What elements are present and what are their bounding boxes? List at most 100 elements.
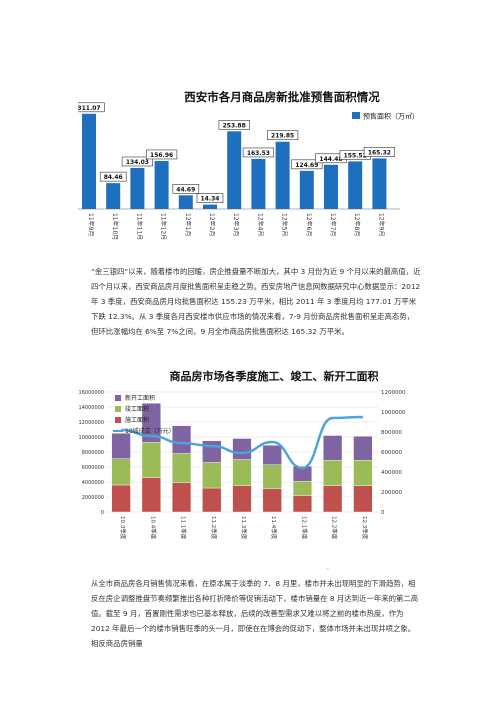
presale-bar bbox=[227, 131, 242, 209]
x-tick-label: 12.1季度 bbox=[300, 516, 308, 540]
y-tick-label: 4000000 bbox=[82, 480, 104, 486]
presale-x-tick-label: 12年1月 bbox=[184, 213, 192, 236]
stacked-bar-segment bbox=[141, 442, 161, 478]
stacked-bar-segment bbox=[323, 435, 343, 461]
presale-data-label-box bbox=[172, 184, 200, 194]
stacked-bar-segment bbox=[323, 485, 343, 513]
y-tick-label: 16000000 bbox=[79, 390, 104, 396]
presale-data-label-box bbox=[218, 119, 250, 130]
presale-data-label: 144.48 bbox=[319, 156, 342, 163]
stacked-bar-segment bbox=[202, 440, 222, 463]
stacked-bar-segment bbox=[353, 485, 373, 513]
stacked-bar-segment bbox=[292, 466, 313, 482]
presale-data-label-box bbox=[267, 130, 299, 141]
presale-x-tick-label: 12年5月 bbox=[281, 213, 289, 236]
legend-label: 施工面积 bbox=[125, 416, 149, 424]
stacked-bar-segment bbox=[232, 438, 252, 460]
presale-bar bbox=[299, 170, 314, 209]
presale-data-label: 163.53 bbox=[247, 150, 270, 157]
y-tick-label: 8000000 bbox=[82, 450, 104, 456]
page-marker: · bbox=[327, 566, 329, 573]
presale-x-tick-label: 12年4月 bbox=[256, 213, 264, 236]
paragraph-presale-analysis: “金三银四”以来，随着楼市的回暖，房企推盘量不断加大，其中 3 月份为近 9 个… bbox=[91, 267, 421, 336]
presale-legend-label: 预售面积（万㎡） bbox=[363, 112, 418, 121]
construction-chart-title: 商品房市场各季度施工、竣工、新开工面积 bbox=[170, 369, 379, 383]
stacked-bar-segment bbox=[292, 495, 313, 513]
presale-bar bbox=[154, 160, 169, 209]
presale-bar bbox=[130, 167, 145, 209]
legend-swatch bbox=[115, 395, 121, 401]
presale-bar bbox=[82, 113, 96, 209]
y-tick-label: 12000000 bbox=[79, 420, 104, 426]
construction-area-chart-svg: 商品房市场各季度施工、竣工、新开工面积 02000000400000060000… bbox=[78, 364, 418, 570]
stacked-bar-segment bbox=[111, 433, 131, 459]
presale-bar bbox=[106, 183, 121, 209]
presale-bar bbox=[178, 195, 193, 209]
stacked-bar-segment bbox=[141, 403, 161, 443]
y2-tick-label: 1000000 bbox=[381, 410, 406, 416]
presale-data-label-box bbox=[363, 147, 396, 157]
presale-x-tick-label: 12年6月 bbox=[305, 213, 313, 236]
presale-data-label-box bbox=[196, 193, 224, 203]
stacked-bar-segment bbox=[141, 477, 161, 513]
presale-area-chart-svg: 西安市各月商品房新批准预售面积情况 预售面积（万㎡） 311.07 11年9月 84… bbox=[73, 78, 419, 256]
presale-data-label: 311.07 bbox=[78, 105, 101, 112]
legend-swatch bbox=[115, 406, 121, 412]
presale-data-label: 165.32 bbox=[368, 149, 391, 156]
presale-data-label-box bbox=[146, 149, 178, 160]
legend-swatch bbox=[115, 417, 121, 423]
stacked-bar-segment bbox=[111, 458, 131, 486]
stacked-bar-segment bbox=[171, 453, 192, 483]
presale-x-tick-label: 11年10月 bbox=[111, 213, 119, 240]
stacked-bar-segment bbox=[202, 487, 222, 513]
presale-bar bbox=[324, 164, 338, 209]
presale-x-tick-label: 11年11月 bbox=[135, 213, 143, 240]
stacked-bar-segment bbox=[232, 459, 252, 486]
presale-data-label-box bbox=[291, 159, 323, 170]
y-tick-label: 6000000 bbox=[82, 465, 104, 471]
presale-data-label-box bbox=[121, 156, 153, 167]
presale-bar bbox=[372, 158, 387, 209]
presale-x-tick-label: 12年2月 bbox=[208, 213, 216, 236]
stacked-bar-segment bbox=[292, 481, 313, 496]
legend-label: 竣工面积 bbox=[125, 405, 149, 413]
construction-area-chart: 商品房市场各季度施工、竣工、新开工面积 0 2000000 4000000 60000… bbox=[78, 364, 418, 570]
stacked-bar-segment bbox=[111, 484, 131, 513]
presale-legend-swatch bbox=[352, 112, 360, 119]
y2-tick-label: 0 bbox=[381, 510, 385, 516]
stacked-bar-segment bbox=[171, 425, 192, 454]
y2-tick-label: 1200000 bbox=[381, 390, 406, 396]
presale-data-label: 84.46 bbox=[104, 174, 123, 181]
presale-bar bbox=[251, 158, 266, 209]
presale-data-label-box bbox=[99, 171, 127, 182]
legend-label: 10城成交（万元） bbox=[125, 427, 175, 435]
x-tick-label: 12.3季度 bbox=[361, 516, 369, 540]
presale-data-label: 134.03 bbox=[126, 159, 149, 166]
y-tick-label: 0 bbox=[101, 510, 104, 516]
stacked-bar-segment bbox=[323, 460, 343, 486]
presale-data-label: 155.52 bbox=[344, 152, 367, 159]
stacked-bar-segment bbox=[232, 485, 252, 513]
x-tick-label: 10.4季度 bbox=[149, 516, 157, 540]
presale-data-label-box bbox=[242, 147, 275, 158]
stacked-bar-segment bbox=[202, 462, 222, 489]
y-tick-label: 2000000 bbox=[82, 495, 104, 501]
presale-bar bbox=[348, 161, 363, 209]
x-tick-label: 11.3季度 bbox=[240, 516, 248, 540]
y2-tick-label: 200000 bbox=[381, 490, 402, 496]
x-tick-label: 11.2季度 bbox=[210, 516, 218, 540]
paragraph-sales-analysis: 从全市商品房各月销售情况来看，在原本属于淡季的 7、8 月里，楼市并未出现明显的… bbox=[91, 579, 419, 648]
presale-x-tick-label: 12年9月 bbox=[377, 213, 385, 236]
presale-data-label: 219.85 bbox=[271, 133, 294, 140]
stacked-bar-segment bbox=[262, 464, 282, 489]
stacked-bar-segment bbox=[171, 482, 192, 513]
y2-tick-label: 400000 bbox=[381, 470, 402, 476]
y-tick-label: 14000000 bbox=[79, 405, 104, 411]
presale-area-chart: 西安市各月商品房新批准预售面积情况 预售面积（万㎡） 311.07 11年9月 84… bbox=[73, 78, 419, 256]
presale-data-label: 44.69 bbox=[176, 186, 195, 193]
x-tick-label: 11.1季度 bbox=[180, 516, 188, 540]
stacked-bar-segment bbox=[353, 436, 373, 461]
legend-label: 新开工面积 bbox=[125, 394, 155, 402]
presale-data-label: 253.88 bbox=[223, 122, 246, 129]
presale-x-tick-label: 11年9月 bbox=[87, 213, 95, 236]
